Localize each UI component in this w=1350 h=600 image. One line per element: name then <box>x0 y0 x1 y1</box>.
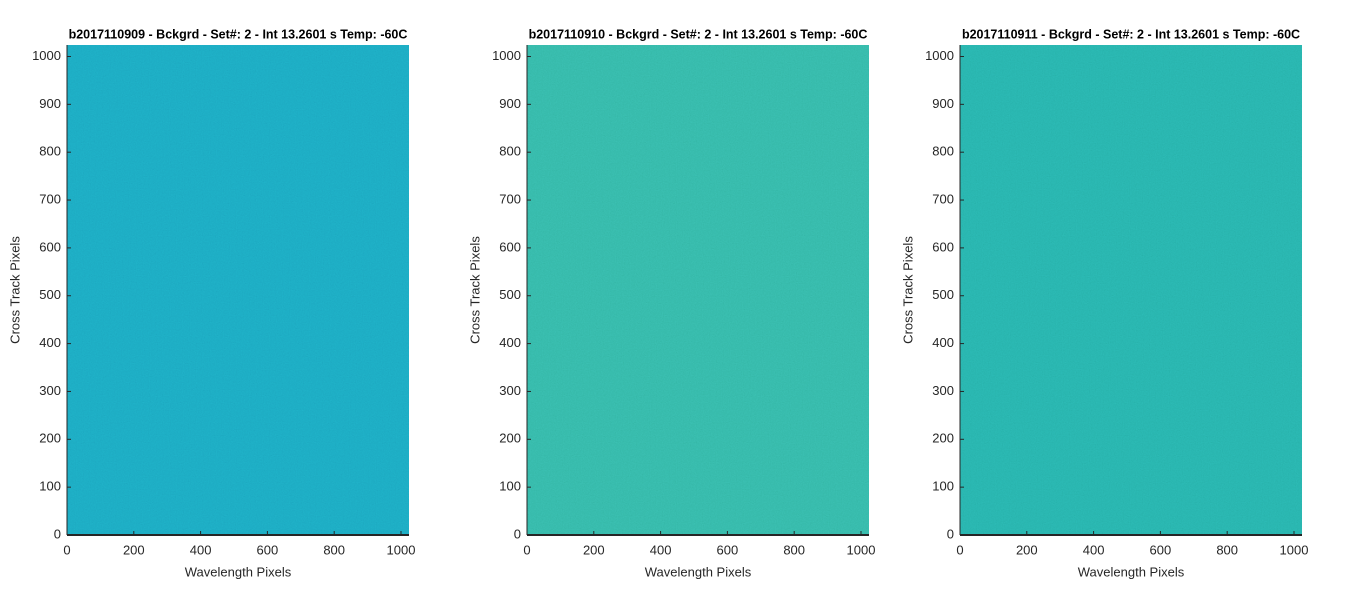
x-tick-label: 800 <box>783 542 805 557</box>
y-tick-label: 100 <box>499 479 521 494</box>
y-tick-label: 700 <box>499 191 521 206</box>
x-tick-label: 0 <box>523 542 530 557</box>
y-tick-label: 300 <box>39 383 61 398</box>
y-tick-label: 700 <box>932 191 954 206</box>
y-tick-label: 0 <box>54 526 61 541</box>
x-axis-label: Wavelength Pixels <box>645 564 752 579</box>
y-tick-label: 0 <box>947 526 954 541</box>
y-tick-label: 600 <box>932 239 954 254</box>
y-axis-label: Cross Track Pixels <box>900 236 915 344</box>
y-tick-label: 200 <box>39 431 61 446</box>
chart-title: b2017110909 - Bckgrd - Set#: 2 - Int 13.… <box>69 27 408 41</box>
y-tick-label: 0 <box>514 526 521 541</box>
y-tick-label: 1000 <box>492 48 521 63</box>
x-axis-label: Wavelength Pixels <box>185 564 292 579</box>
x-tick-label: 1000 <box>1280 542 1309 557</box>
y-tick-label: 800 <box>932 144 954 159</box>
image-noise <box>527 45 869 535</box>
x-tick-label: 200 <box>583 542 605 557</box>
image-noise <box>960 45 1302 535</box>
x-tick-label: 200 <box>123 542 145 557</box>
image-noise <box>67 45 409 535</box>
x-tick-label: 0 <box>63 542 70 557</box>
y-tick-label: 500 <box>499 287 521 302</box>
y-tick-label: 600 <box>39 239 61 254</box>
subplot: 0 200 400 600 800 1000 0 100 200 300 400 500 600 700 8… <box>467 27 875 579</box>
y-tick-label: 200 <box>499 431 521 446</box>
y-axis-label: Cross Track Pixels <box>7 236 22 344</box>
chart-title: b2017110910 - Bckgrd - Set#: 2 - Int 13.… <box>529 27 868 41</box>
x-tick-label: 600 <box>257 542 279 557</box>
chart-title: b2017110911 - Bckgrd - Set#: 2 - Int 13.… <box>962 27 1300 41</box>
y-tick-label: 100 <box>932 479 954 494</box>
y-tick-label: 1000 <box>32 48 61 63</box>
y-tick-label: 800 <box>39 144 61 159</box>
x-tick-label: 0 <box>956 542 963 557</box>
y-tick-label: 700 <box>39 191 61 206</box>
y-tick-label: 300 <box>499 383 521 398</box>
y-tick-label: 900 <box>932 96 954 111</box>
x-tick-label: 1000 <box>847 542 876 557</box>
y-tick-label: 300 <box>932 383 954 398</box>
y-tick-label: 900 <box>499 96 521 111</box>
x-tick-label: 600 <box>717 542 739 557</box>
y-tick-label: 600 <box>499 239 521 254</box>
y-tick-label: 500 <box>932 287 954 302</box>
y-tick-label: 800 <box>499 144 521 159</box>
x-tick-label: 200 <box>1016 542 1038 557</box>
y-axis-label: Cross Track Pixels <box>467 236 482 344</box>
x-tick-label: 400 <box>190 542 212 557</box>
x-tick-label: 400 <box>1083 542 1105 557</box>
y-tick-label: 1000 <box>925 48 954 63</box>
x-tick-label: 1000 <box>387 542 416 557</box>
x-tick-label: 600 <box>1150 542 1172 557</box>
subplot: 0 200 400 600 800 1000 0 100 200 300 400 500 600 700 8… <box>7 27 415 579</box>
y-tick-label: 200 <box>932 431 954 446</box>
subplot: 0 200 400 600 800 1000 0 100 200 300 400 500 600 700 8… <box>900 27 1308 579</box>
x-tick-label: 400 <box>650 542 672 557</box>
x-tick-label: 800 <box>1216 542 1238 557</box>
y-tick-label: 400 <box>499 335 521 350</box>
x-axis-label: Wavelength Pixels <box>1078 564 1185 579</box>
y-tick-label: 100 <box>39 479 61 494</box>
y-tick-label: 400 <box>932 335 954 350</box>
y-tick-label: 900 <box>39 96 61 111</box>
y-tick-label: 400 <box>39 335 61 350</box>
y-tick-label: 500 <box>39 287 61 302</box>
x-tick-label: 800 <box>323 542 345 557</box>
